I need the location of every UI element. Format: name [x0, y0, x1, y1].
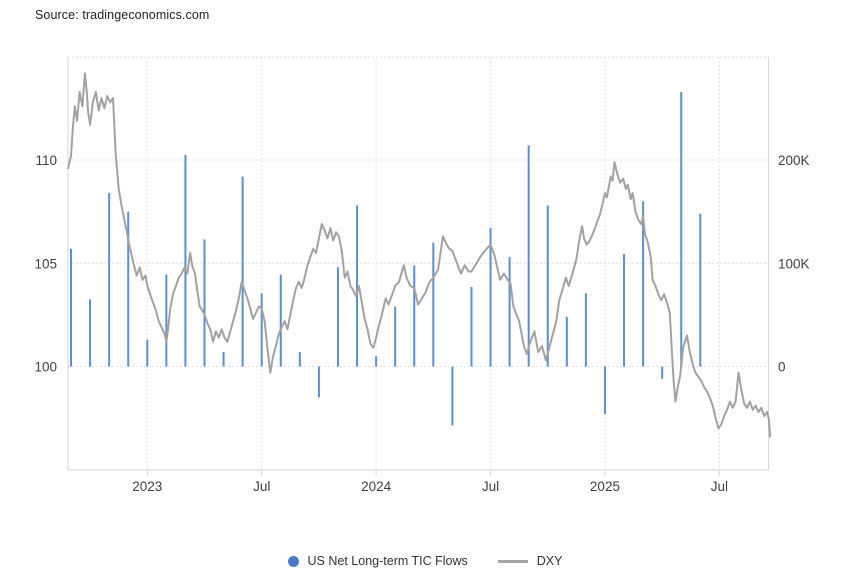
plot-area: 2023 Jul 2024 Jul 2025 Jul 110 105 100 200K 100K 0: [34, 56, 810, 494]
circle-marker-icon: [287, 555, 299, 567]
legend-label-dxy: DXY: [536, 554, 563, 568]
right-axis-label-100K: 100K: [778, 256, 810, 271]
chart-legend: US Net Long-term TIC Flows DXY: [0, 548, 850, 574]
source-label: Source: tradingeconomics.com: [35, 8, 210, 22]
legend-label-tic-flows: US Net Long-term TIC Flows: [307, 554, 468, 568]
dxy-line[interactable]: [67, 72, 772, 438]
x-tick-label-Jul: Jul: [482, 479, 499, 494]
left-axis-label-100: 100: [34, 360, 57, 375]
right-axis-label-0: 0: [778, 360, 786, 375]
x-tick-label-2023: 2023: [132, 479, 162, 494]
legend-item-dxy[interactable]: DXY: [497, 554, 563, 568]
x-tick-label-2024: 2024: [361, 479, 392, 494]
left-axis-label-110: 110: [35, 153, 57, 168]
x-tick-label-Jul: Jul: [711, 479, 728, 494]
x-tick-label-Jul: Jul: [253, 479, 270, 494]
x-tick-label-2025: 2025: [590, 479, 620, 494]
legend-item-tic-flows[interactable]: US Net Long-term TIC Flows: [287, 554, 468, 568]
left-axis-label-105: 105: [34, 256, 57, 271]
line-marker-icon: [497, 559, 528, 563]
right-axis-label-200K: 200K: [778, 153, 810, 168]
